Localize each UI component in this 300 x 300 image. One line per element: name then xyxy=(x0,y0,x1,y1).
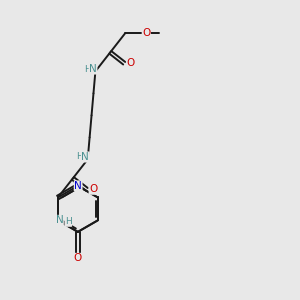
Text: N: N xyxy=(82,152,89,162)
Text: N: N xyxy=(56,215,63,225)
Text: O: O xyxy=(74,254,82,263)
Text: O: O xyxy=(89,184,98,194)
Text: O: O xyxy=(127,58,135,68)
Text: H: H xyxy=(84,64,91,74)
Text: N: N xyxy=(74,181,82,191)
Text: O: O xyxy=(142,28,151,38)
Text: H: H xyxy=(65,217,72,226)
Text: H: H xyxy=(76,152,83,161)
Text: N: N xyxy=(89,64,97,74)
